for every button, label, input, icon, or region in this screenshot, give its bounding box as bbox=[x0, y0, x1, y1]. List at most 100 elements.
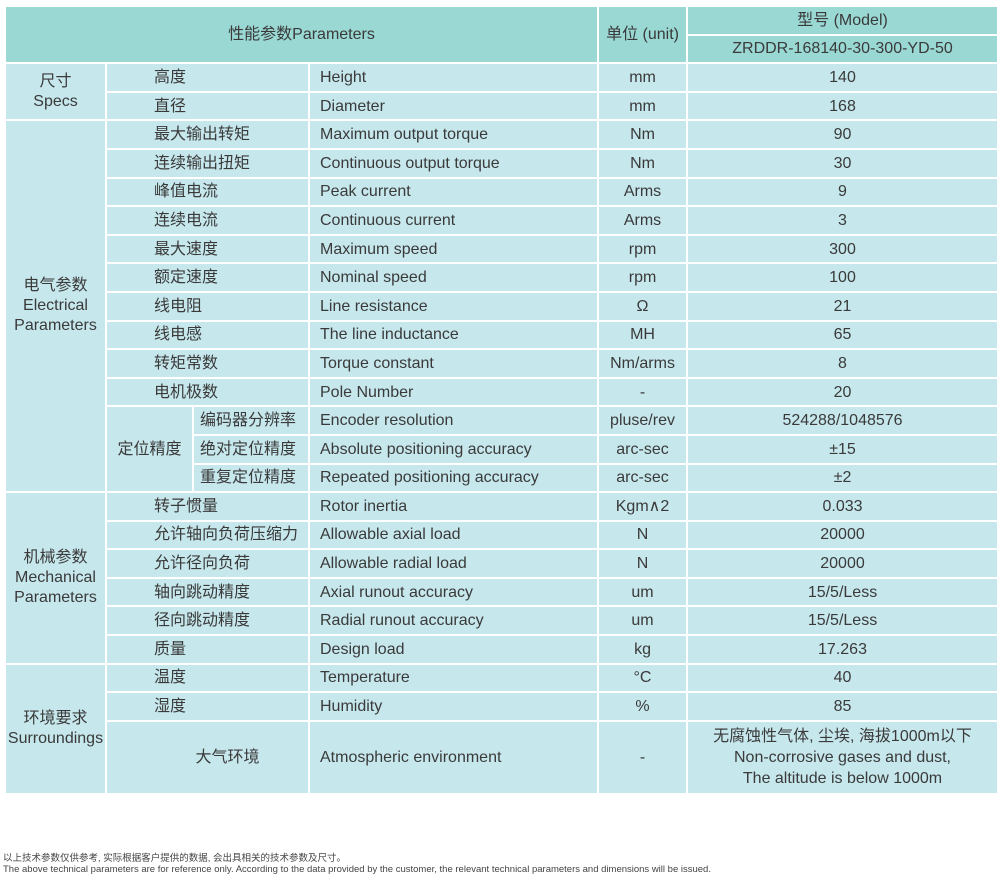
header-parameters: 性能参数Parameters bbox=[3, 4, 600, 65]
param-value-line: Non-corrosive gases and dust, bbox=[734, 748, 951, 766]
param-name-en: Absolute positioning accuracy bbox=[307, 433, 600, 465]
param-value: 20 bbox=[686, 376, 999, 408]
param-name-en: Repeated positioning accuracy bbox=[307, 462, 600, 494]
header-model: ZRDDR-168140-30-300-YD-50 bbox=[686, 33, 999, 65]
group-label-cn: 电气参数 bbox=[23, 277, 88, 295]
group-label-cn: 环境要求 bbox=[23, 709, 88, 727]
param-unit: arc-sec bbox=[597, 462, 689, 494]
param-name-cn: 绝对定位精度 bbox=[192, 433, 310, 465]
table-row: 连续电流 Continuous current Arms 3 bbox=[5, 205, 999, 236]
param-name-en: Rotor inertia bbox=[307, 491, 600, 522]
param-value: 30 bbox=[686, 147, 999, 179]
param-name-en: Design load bbox=[307, 634, 600, 665]
param-name-cn: 最大输出转矩 bbox=[105, 119, 310, 150]
param-unit: um bbox=[597, 576, 689, 608]
group-label: 环境要求 Surroundings bbox=[4, 662, 107, 795]
param-unit: Nm bbox=[597, 119, 689, 150]
param-name-en: Torque constant bbox=[307, 348, 600, 379]
param-value: ±15 bbox=[686, 433, 999, 465]
header-model-label: 型号 (Model) bbox=[686, 5, 999, 36]
param-name-cn: 连续输出扭矩 bbox=[105, 147, 310, 179]
param-value: 100 bbox=[686, 262, 999, 293]
sub-group-label: 定位精度 bbox=[105, 405, 194, 494]
param-name-cn: 湿度 bbox=[105, 691, 310, 722]
param-value: 65 bbox=[686, 319, 999, 351]
group-label-en: Electrical Parameters bbox=[14, 297, 97, 335]
spec-table-body: 尺寸 Specs 高度 Height mm 140 直径 Diameter mm 168 电气参数 E… bbox=[4, 62, 999, 795]
param-value-line: 无腐蚀性气体, 尘埃, 海拔1000m以下 bbox=[713, 727, 972, 745]
param-name-cn: 额定速度 bbox=[105, 262, 310, 293]
param-name-en: Nominal speed bbox=[307, 262, 600, 293]
table-row: 直径 Diameter mm 168 bbox=[5, 90, 999, 122]
param-unit: Arms bbox=[597, 205, 689, 236]
param-value: ±2 bbox=[686, 462, 999, 494]
footnote-cn: 以上技术参数仅供参考, 实际根据客户提供的数据, 会出具相关的技术参数及尺寸。 bbox=[3, 853, 347, 864]
param-name-cn: 重复定位精度 bbox=[192, 462, 310, 494]
param-name-cn: 转子惯量 bbox=[105, 491, 310, 522]
param-name-en: Humidity bbox=[307, 691, 600, 722]
table-row: 线电感 The line inductance MH 65 bbox=[5, 319, 999, 351]
group-label: 电气参数 Electrical Parameters bbox=[4, 119, 107, 494]
param-name-cn: 高度 bbox=[105, 62, 310, 93]
param-unit: mm bbox=[597, 62, 689, 93]
param-name-cn: 轴向跳动精度 bbox=[105, 576, 310, 608]
param-name-en: Axial runout accuracy bbox=[307, 576, 600, 608]
param-name-en: Allowable axial load bbox=[307, 519, 600, 551]
param-unit: - bbox=[597, 376, 689, 408]
param-unit: Arms bbox=[597, 176, 689, 208]
param-unit: Nm bbox=[597, 147, 689, 179]
param-unit: MH bbox=[597, 319, 689, 351]
table-row: 允许轴向负荷压缩力 Allowable axial load N 20000 bbox=[5, 519, 999, 551]
param-name-en: Atmospheric environment bbox=[307, 719, 600, 795]
param-name-cn: 转矩常数 bbox=[105, 348, 310, 379]
table-row: 电机极数 Pole Number -20 bbox=[5, 376, 999, 408]
param-name-en: The line inductance bbox=[307, 319, 600, 351]
param-unit: Kgm∧2 bbox=[597, 491, 689, 522]
param-name-en: Temperature bbox=[307, 662, 600, 694]
table-row: 峰值电流 Peak current Arms 9 bbox=[5, 176, 999, 208]
param-value: 0.033 bbox=[686, 491, 999, 522]
param-name-cn: 电机极数 bbox=[105, 376, 310, 408]
param-name-en: Line resistance bbox=[307, 290, 600, 322]
table-row: 绝对定位精度 Absolute positioning accuracy arc-s… bbox=[5, 433, 999, 465]
table-row: 额定速度 Nominal speed rpm 100 bbox=[5, 262, 999, 293]
group-label: 机械参数 Mechanical Parameters bbox=[4, 491, 107, 665]
param-name-en: Pole Number bbox=[307, 376, 600, 408]
table-row: 连续输出扭矩 Continuous output torque Nm 30 bbox=[5, 147, 999, 179]
table-row: 重复定位精度 Repeated positioning accuracy arc-s… bbox=[5, 462, 999, 494]
group-label-en: Surroundings bbox=[7, 729, 104, 747]
param-name-en: Encoder resolution bbox=[307, 405, 600, 436]
param-unit: °C bbox=[597, 662, 689, 694]
param-unit: arc-sec bbox=[597, 433, 689, 465]
param-unit: pluse/rev bbox=[597, 405, 689, 436]
header-unit: 单位 (unit) bbox=[597, 4, 689, 65]
param-name-en: Peak current bbox=[307, 176, 600, 208]
param-name-cn: 大气环境 bbox=[105, 719, 310, 795]
table-row: 电气参数 Electrical Parameters 最大输出转矩 Maximum o… bbox=[4, 119, 999, 494]
param-name-en: Continuous output torque bbox=[307, 147, 600, 179]
param-value: 3 bbox=[686, 205, 999, 236]
param-value: 21 bbox=[686, 290, 999, 322]
table-row: 定位精度 编码器分辨率 Encoder resolution pluse/rev 524… bbox=[5, 405, 999, 494]
param-unit: mm bbox=[597, 90, 689, 122]
table-row: 允许径向负荷 Allowable radial load N 20000 bbox=[5, 548, 999, 579]
param-name-en: Radial runout accuracy bbox=[307, 605, 600, 637]
param-value-line: The altitude is below 1000m bbox=[742, 769, 943, 787]
param-unit: kg bbox=[597, 634, 689, 665]
param-value: 20000 bbox=[686, 548, 999, 579]
param-name-cn: 允许径向负荷 bbox=[105, 548, 310, 579]
param-name-en: Continuous current bbox=[307, 205, 600, 236]
param-value: 8 bbox=[686, 348, 999, 379]
table-row: 质量 Design load kg 17.263 bbox=[5, 634, 999, 665]
table-row: 最大速度 Maximum speed rpm 300 bbox=[5, 233, 999, 265]
param-unit: - bbox=[597, 719, 689, 795]
param-name-cn: 温度 bbox=[105, 662, 310, 694]
spec-table: 性能参数Parameters 单位 (unit) 型号 (Model) ZRDD… bbox=[3, 4, 999, 795]
param-unit: um bbox=[597, 605, 689, 637]
param-value: 20000 bbox=[686, 519, 999, 551]
param-value: 168 bbox=[686, 90, 999, 122]
group-label: 尺寸 Specs bbox=[4, 62, 107, 122]
table-row: 转矩常数 Torque constant Nm/arms 8 bbox=[5, 348, 999, 379]
param-unit: % bbox=[597, 691, 689, 722]
param-name-cn: 连续电流 bbox=[105, 205, 310, 236]
